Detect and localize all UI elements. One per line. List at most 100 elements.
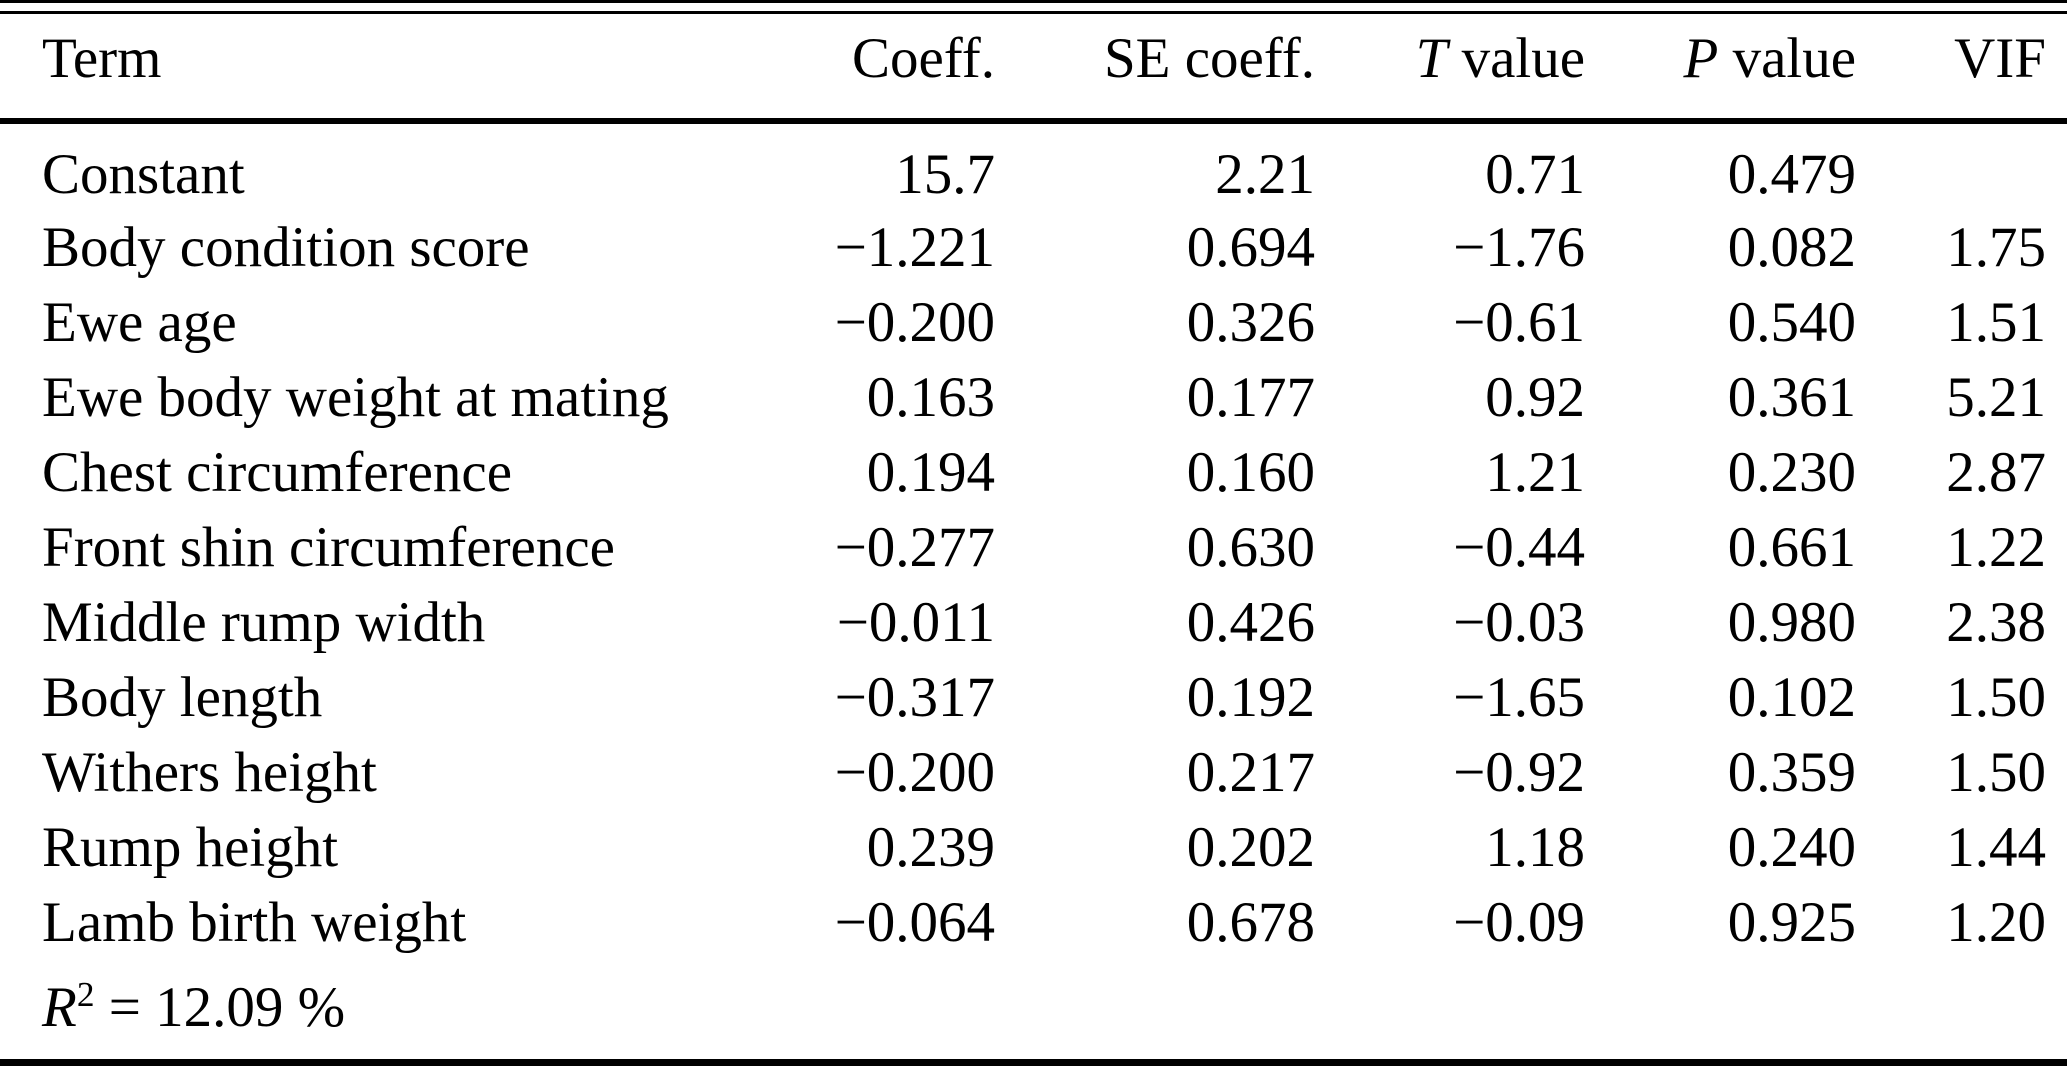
cell-vif: 1.50 — [1946, 666, 2046, 729]
bottom-rule — [0, 1059, 2067, 1066]
table-row: Lamb birth weight −0.064 0.678 −0.09 0.9… — [0, 885, 2067, 960]
table-row: Front shin circumference −0.277 0.630 −0… — [0, 510, 2067, 585]
table-row: Body condition score −1.221 0.694 −1.76 … — [0, 210, 2067, 285]
cell-coeff: −1.221 — [834, 216, 995, 279]
table-row: Withers height −0.200 0.217 −0.92 0.359 … — [0, 735, 2067, 810]
cell-t-value: −0.44 — [1453, 516, 1585, 579]
table-row: Middle rump width −0.011 0.426 −0.03 0.9… — [0, 585, 2067, 660]
cell-term: Middle rump width — [42, 591, 486, 654]
table-row: Constant 15.7 2.21 0.71 0.479 — [0, 121, 2067, 210]
column-header-t-value: T value — [1315, 14, 1585, 124]
column-header-coeff: Coeff. — [780, 14, 995, 124]
cell-vif: 1.75 — [1946, 216, 2046, 279]
cell-t-value: 1.18 — [1485, 816, 1585, 879]
cell-p-value: 0.359 — [1727, 741, 1856, 804]
column-header-term: Term — [0, 14, 780, 124]
cell-se-coeff: 0.217 — [1186, 741, 1315, 804]
cell-se-coeff: 2.21 — [1215, 142, 1315, 206]
cell-vif: 2.87 — [1946, 441, 2046, 504]
column-header-vif: VIF — [1856, 14, 2067, 124]
r-squared-note: R2 = 12.09 % — [0, 960, 2067, 1045]
cell-se-coeff: 0.678 — [1186, 891, 1315, 954]
regression-table: Term Coeff. SE coeff. T value P value VI… — [0, 14, 2067, 1045]
table-row: Ewe age −0.200 0.326 −0.61 0.540 1.51 — [0, 285, 2067, 360]
cell-t-value: 0.92 — [1485, 366, 1585, 429]
cell-p-value: 0.102 — [1727, 666, 1856, 729]
cell-se-coeff: 0.694 — [1186, 216, 1315, 279]
cell-term: Body condition score — [42, 216, 530, 279]
cell-vif — [1856, 121, 2067, 210]
cell-term: Chest circumference — [42, 441, 512, 504]
r-symbol: R — [42, 976, 77, 1039]
cell-coeff: −0.011 — [836, 591, 995, 654]
cell-coeff: −0.064 — [834, 891, 995, 954]
table-row: Chest circumference 0.194 0.160 1.21 0.2… — [0, 435, 2067, 510]
cell-vif: 2.38 — [1946, 591, 2046, 654]
cell-p-value: 0.661 — [1727, 516, 1856, 579]
cell-vif: 1.22 — [1946, 516, 2046, 579]
cell-vif: 1.20 — [1946, 891, 2046, 954]
cell-term: Rump height — [42, 816, 339, 879]
cell-t-value: −0.03 — [1453, 591, 1585, 654]
cell-coeff: −0.277 — [834, 516, 995, 579]
cell-t-value: −1.76 — [1453, 216, 1585, 279]
cell-p-value: 0.479 — [1727, 142, 1856, 206]
cell-p-value: 0.361 — [1727, 366, 1856, 429]
column-header-p-value: P value — [1585, 14, 1856, 124]
top-rule-outer — [0, 0, 2067, 3]
cell-coeff: 0.194 — [866, 441, 995, 504]
cell-se-coeff: 0.160 — [1186, 441, 1315, 504]
r-squared-value: = 12.09 % — [94, 976, 346, 1039]
table-row: Ewe body weight at mating 0.163 0.177 0.… — [0, 360, 2067, 435]
r-squared-row: R2 = 12.09 % — [0, 960, 2067, 1045]
cell-se-coeff: 0.177 — [1186, 366, 1315, 429]
cell-term: Front shin circumference — [42, 516, 615, 579]
cell-term: Body length — [42, 666, 323, 729]
cell-se-coeff: 0.192 — [1186, 666, 1315, 729]
cell-p-value: 0.230 — [1727, 441, 1856, 504]
top-rule-inner — [0, 11, 2067, 14]
cell-p-value: 0.082 — [1727, 216, 1856, 279]
cell-se-coeff: 0.202 — [1186, 816, 1315, 879]
cell-coeff: 0.239 — [866, 816, 995, 879]
top-rule-gap — [0, 3, 2067, 11]
table-body: Constant 15.7 2.21 0.71 0.479 Body condi… — [0, 121, 2067, 1045]
cell-t-value: −1.65 — [1453, 666, 1585, 729]
cell-vif: 5.21 — [1946, 366, 2046, 429]
r-exponent: 2 — [76, 975, 95, 1014]
column-header-se-coeff: SE coeff. — [995, 14, 1315, 124]
cell-t-value: −0.09 — [1453, 891, 1585, 954]
cell-term: Ewe age — [42, 291, 237, 354]
cell-term: Lamb birth weight — [42, 891, 467, 954]
p-symbol: P — [1683, 26, 1719, 90]
cell-vif: 1.50 — [1946, 741, 2046, 804]
table-row: Rump height 0.239 0.202 1.18 0.240 1.44 — [0, 810, 2067, 885]
cell-se-coeff: 0.630 — [1186, 516, 1315, 579]
bottom-whitespace — [0, 1045, 2067, 1059]
cell-coeff: 0.163 — [866, 366, 995, 429]
t-symbol: T — [1415, 26, 1448, 90]
cell-se-coeff: 0.326 — [1186, 291, 1315, 354]
header-row: Term Coeff. SE coeff. T value P value VI… — [0, 14, 2067, 124]
cell-term: Ewe body weight at mating — [42, 366, 669, 429]
cell-p-value: 0.925 — [1727, 891, 1856, 954]
cell-p-value: 0.240 — [1727, 816, 1856, 879]
cell-p-value: 0.540 — [1727, 291, 1856, 354]
cell-vif: 1.44 — [1946, 816, 2046, 879]
cell-se-coeff: 0.426 — [1186, 591, 1315, 654]
cell-coeff: −0.317 — [834, 666, 995, 729]
cell-coeff: 15.7 — [895, 142, 995, 206]
t-value-label: value — [1447, 26, 1585, 90]
cell-p-value: 0.980 — [1727, 591, 1856, 654]
cell-t-value: 1.21 — [1485, 441, 1585, 504]
table-header: Term Coeff. SE coeff. T value P value VI… — [0, 14, 2067, 124]
table-row: Body length −0.317 0.192 −1.65 0.102 1.5… — [0, 660, 2067, 735]
cell-coeff: −0.200 — [834, 291, 995, 354]
cell-vif: 1.51 — [1946, 291, 2046, 354]
cell-term: Withers height — [42, 741, 377, 804]
cell-t-value: 0.71 — [1485, 142, 1585, 206]
p-value-label: value — [1718, 26, 1856, 90]
cell-t-value: −0.92 — [1453, 741, 1585, 804]
cell-term: Constant — [42, 142, 245, 206]
